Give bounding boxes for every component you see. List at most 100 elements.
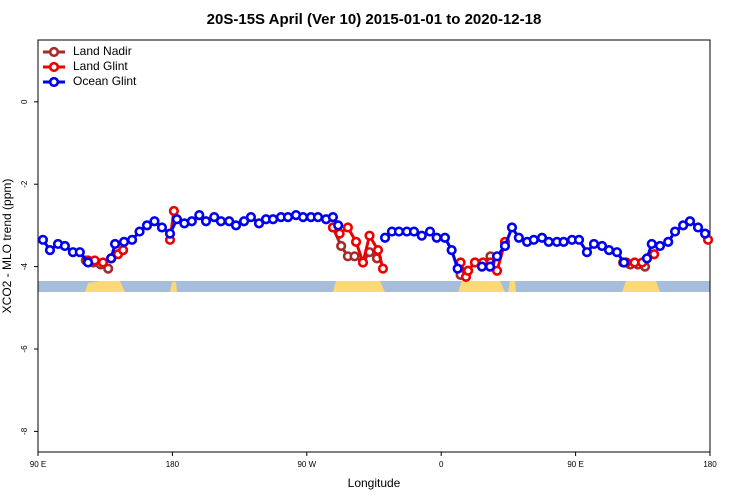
- legend-marker: [48, 46, 60, 58]
- x-tick-label: 180: [166, 460, 180, 469]
- data-point: [224, 216, 235, 227]
- data-point: [334, 228, 345, 239]
- y-tick-label: 0: [20, 99, 29, 104]
- y-tick-label: -4: [20, 262, 29, 270]
- data-point: [336, 240, 347, 252]
- data-point: [558, 236, 569, 247]
- x-tick-label: 90 E: [567, 460, 583, 469]
- data-point: [452, 263, 463, 274]
- data-point: [379, 232, 391, 243]
- data-point: [646, 238, 657, 250]
- legend-label: Ocean Glint: [73, 74, 137, 88]
- data-point: [342, 222, 353, 233]
- chart-title: 20S-15S April (Ver 10) 2015-01-01 to 202…: [207, 11, 542, 28]
- data-point: [654, 240, 666, 252]
- data-point: [156, 222, 168, 233]
- y-tick-label: -2: [20, 180, 29, 188]
- data-point: [618, 257, 630, 268]
- data-point: [431, 232, 442, 243]
- data-point: [506, 222, 518, 233]
- data-point: [499, 240, 511, 252]
- data-point: [164, 228, 176, 239]
- data-point: [372, 245, 384, 256]
- data-point: [393, 226, 405, 237]
- data-point: [581, 247, 593, 258]
- data-point: [37, 234, 49, 245]
- data-point: [491, 251, 503, 262]
- data-point: [327, 212, 339, 223]
- data-point: [44, 245, 56, 256]
- surface-strip: [38, 281, 710, 292]
- land-strip: [85, 281, 660, 292]
- data-point: [350, 236, 362, 247]
- data-point: [168, 205, 179, 217]
- legend-marker: [48, 61, 60, 73]
- data-point: [141, 220, 153, 231]
- data-point: [476, 261, 488, 272]
- data-point: [491, 265, 503, 276]
- data-point: [333, 220, 344, 231]
- data-point: [678, 220, 689, 231]
- data-point: [82, 257, 94, 268]
- data-point: [297, 212, 309, 223]
- x-tick-label: 90 E: [30, 460, 46, 469]
- x-tick-label: 180: [703, 460, 717, 469]
- data-point: [641, 253, 653, 264]
- data-point: [573, 234, 585, 245]
- legend-marker: [48, 76, 60, 88]
- data-point: [439, 232, 451, 243]
- data-point: [408, 226, 420, 237]
- data-point: [282, 212, 294, 223]
- data-point: [186, 216, 197, 227]
- data-point: [74, 247, 85, 258]
- data-point: [106, 253, 117, 264]
- x-tick-label: 90 W: [297, 460, 316, 469]
- data-point: [669, 226, 681, 237]
- data-point: [238, 216, 250, 227]
- data-point: [484, 261, 496, 272]
- data-point: [171, 214, 182, 225]
- data-point: [109, 238, 121, 250]
- data-point: [513, 232, 524, 243]
- data-point: [364, 230, 375, 241]
- data-point: [59, 240, 70, 252]
- x-tick-label: 0: [439, 460, 444, 469]
- data-point: [118, 236, 130, 247]
- data-point: [416, 230, 427, 241]
- data-point: [194, 210, 205, 221]
- data-point: [215, 216, 227, 227]
- data-point: [149, 216, 160, 227]
- plot-frame: [37, 39, 711, 453]
- data-point: [134, 226, 145, 237]
- data-point: [603, 245, 615, 256]
- data-point: [424, 226, 436, 237]
- data-point: [684, 216, 696, 227]
- data-point: [446, 245, 457, 256]
- data-point: [543, 236, 554, 247]
- data-point: [699, 228, 711, 239]
- data-point: [596, 240, 608, 252]
- data-point: [692, 222, 704, 233]
- data-point: [103, 263, 114, 274]
- data-point: [126, 234, 138, 245]
- data-point: [230, 220, 242, 231]
- data-point: [357, 257, 369, 268]
- data-point: [462, 265, 474, 276]
- data-point: [200, 216, 212, 227]
- data-point: [118, 245, 129, 256]
- data-point: [611, 247, 623, 258]
- data-point: [528, 234, 539, 245]
- legend-label: Land Glint: [73, 59, 128, 73]
- data-point: [663, 236, 674, 247]
- data-point: [588, 238, 600, 250]
- data-point: [349, 251, 360, 262]
- data-point: [253, 218, 265, 229]
- legend-label: Land Nadir: [73, 44, 132, 58]
- data-point: [267, 214, 279, 225]
- data-point: [312, 212, 324, 223]
- x-axis-label: Longitude: [348, 476, 401, 490]
- data-point: [649, 249, 660, 260]
